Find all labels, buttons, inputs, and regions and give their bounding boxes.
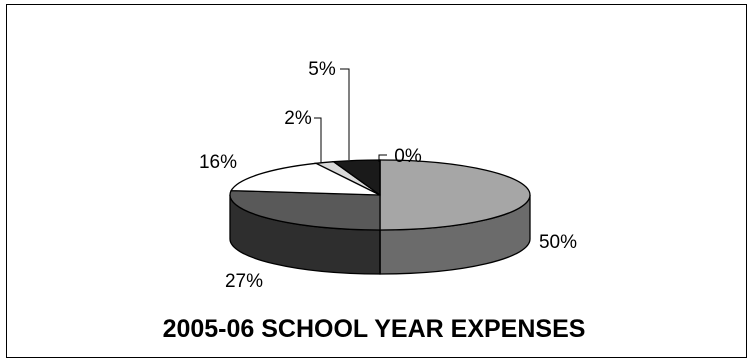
pie-slice-2	[230, 162, 381, 196]
pie-leader-line-4	[340, 68, 350, 160]
pie-label-1: 27%	[225, 271, 263, 292]
pie-label-2: 16%	[199, 152, 237, 173]
pie-labels: 50% 27% 16% 2% 5% 0%	[199, 59, 577, 292]
pie-label-5: 0%	[394, 146, 422, 167]
pie-label-0: 50%	[539, 232, 577, 253]
chart-title: 2005-06 SCHOOL YEAR EXPENSES	[163, 315, 586, 343]
pie-leader-line-5	[378, 154, 387, 162]
pie-label-4: 5%	[308, 59, 336, 80]
pie-slice-0	[379, 159, 531, 231]
pie-leader-line-3	[314, 117, 322, 163]
pie-slices	[229, 159, 531, 275]
pie-slice-1	[229, 189, 381, 231]
pie-label-3: 2%	[284, 108, 312, 129]
